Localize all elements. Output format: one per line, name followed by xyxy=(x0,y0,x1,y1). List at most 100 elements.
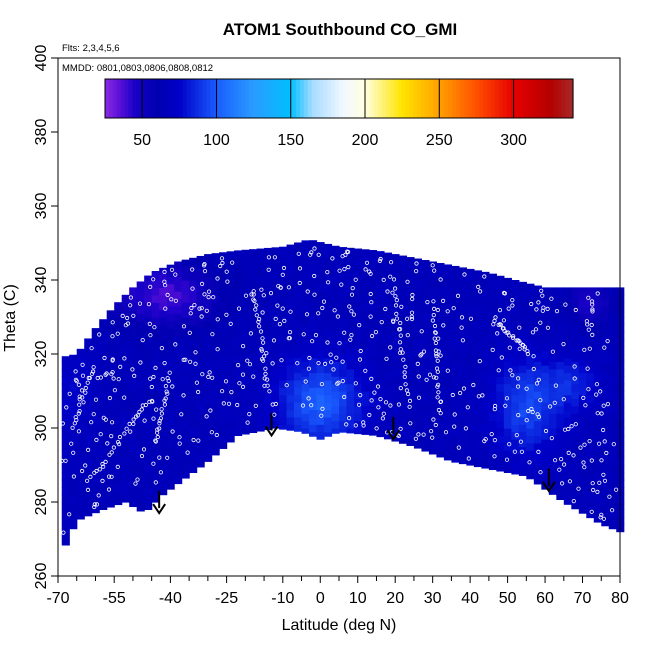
sample-point xyxy=(369,398,374,403)
field-cell xyxy=(541,416,550,425)
sample-point xyxy=(301,332,306,337)
sample-point xyxy=(504,330,509,335)
sample-point xyxy=(346,415,352,421)
sample-point xyxy=(270,361,275,366)
sample-point xyxy=(225,279,230,284)
field-cell xyxy=(144,450,153,459)
colorbar-swatch xyxy=(183,79,188,118)
field-cell xyxy=(196,416,205,425)
colorbar-tick-label: 300 xyxy=(500,132,527,149)
sample-point xyxy=(265,383,270,388)
field-cell xyxy=(406,335,415,344)
sample-point xyxy=(280,306,285,311)
x-tick-label: -55 xyxy=(103,590,126,607)
field-cell xyxy=(601,446,610,455)
field-cell xyxy=(406,276,415,285)
colorbar-tick-label: 150 xyxy=(277,132,304,149)
field-cell xyxy=(114,305,123,314)
sample-point xyxy=(613,487,619,492)
field-cell xyxy=(279,409,288,418)
sample-point xyxy=(132,373,137,378)
field-cell xyxy=(511,439,520,448)
field-cell xyxy=(294,402,303,411)
field-cell xyxy=(593,398,602,407)
field-cell xyxy=(481,271,490,277)
field-cell xyxy=(526,383,535,392)
field-cell xyxy=(189,383,198,392)
field-cell xyxy=(219,309,228,318)
field-cell xyxy=(368,405,378,414)
field-cell xyxy=(144,309,153,318)
sample-point xyxy=(596,441,602,446)
field-cell xyxy=(136,453,145,462)
field-cell xyxy=(279,298,288,307)
x-tick-label: 70 xyxy=(574,590,592,607)
field-cell xyxy=(481,365,490,374)
field-cell xyxy=(346,383,355,392)
colorbar-swatch xyxy=(222,79,227,118)
field-cell xyxy=(361,391,370,399)
field-cell xyxy=(129,450,138,459)
sample-point xyxy=(158,416,163,421)
sample-point xyxy=(256,319,261,324)
field-cell xyxy=(361,405,370,414)
field-cell xyxy=(211,398,220,407)
colorbar-swatch xyxy=(132,79,137,118)
sample-point xyxy=(517,346,522,351)
sample-point xyxy=(279,358,284,363)
field-cell xyxy=(466,324,475,333)
sample-point xyxy=(529,301,534,307)
sample-point xyxy=(85,478,90,483)
sample-point xyxy=(157,421,162,426)
field-cell xyxy=(458,331,467,340)
field-cell xyxy=(121,368,130,377)
field-cell xyxy=(181,420,190,429)
sample-point xyxy=(309,339,315,344)
field-cell xyxy=(346,331,355,340)
sample-point xyxy=(549,435,554,441)
field-cell xyxy=(458,435,467,444)
field-cell xyxy=(586,328,595,337)
field-cell xyxy=(196,365,205,374)
field-cell xyxy=(556,465,565,473)
sample-point xyxy=(536,300,541,305)
colorbar-swatch xyxy=(432,79,438,118)
field-cell xyxy=(458,361,467,370)
colorbar-swatch xyxy=(475,79,480,118)
field-cell xyxy=(436,302,445,311)
sample-point xyxy=(88,474,93,479)
field-cell xyxy=(106,435,115,444)
field-cell xyxy=(174,379,183,388)
field-cell xyxy=(219,339,228,348)
sample-point xyxy=(272,412,277,417)
field-cell xyxy=(204,328,213,337)
field-cell xyxy=(548,428,557,436)
field-cell xyxy=(129,324,138,333)
field-cell xyxy=(249,398,258,407)
colorbar-tick-label: 250 xyxy=(426,132,453,149)
colorbar-swatch xyxy=(561,79,566,118)
field-cell xyxy=(211,294,220,303)
field-cell xyxy=(541,402,550,411)
field-cell xyxy=(181,361,190,370)
field-cell xyxy=(211,420,220,429)
sample-point xyxy=(499,355,504,360)
field-cell xyxy=(99,368,108,377)
colorbar-swatch xyxy=(120,79,126,118)
field-cell xyxy=(301,272,310,281)
field-cell xyxy=(189,265,198,274)
field-cell xyxy=(443,298,452,307)
sample-point xyxy=(173,342,178,347)
field-cell xyxy=(526,420,535,429)
field-cell xyxy=(294,342,303,351)
field-cell xyxy=(264,276,273,285)
field-cell xyxy=(481,328,490,337)
field-cell xyxy=(204,387,213,396)
field-cell xyxy=(601,424,610,433)
field-cell xyxy=(541,461,550,470)
colorbar-swatch xyxy=(284,79,289,118)
colorbar-swatch xyxy=(545,79,551,118)
field-cell xyxy=(114,379,123,388)
field-cell xyxy=(234,398,243,407)
field-cell xyxy=(151,346,160,355)
